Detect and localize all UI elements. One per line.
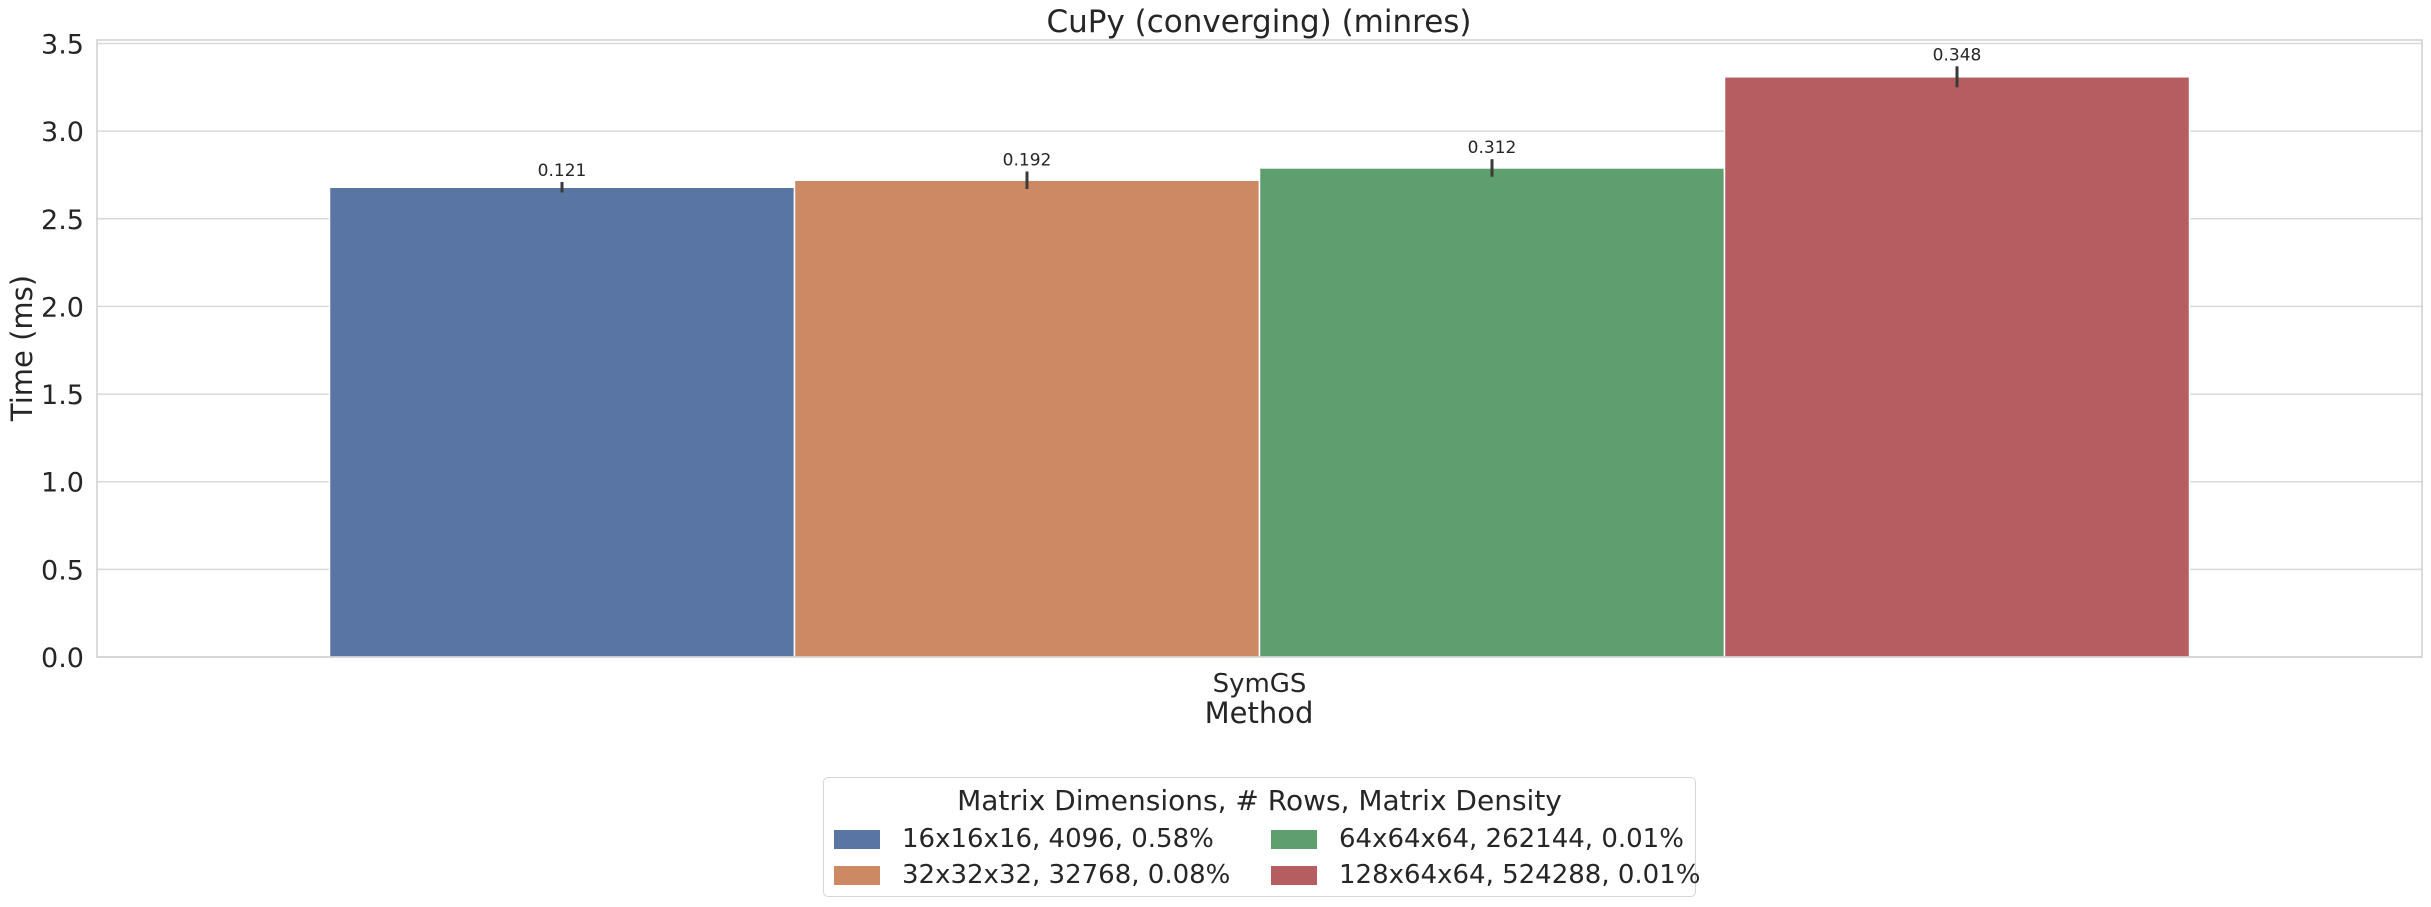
legend-title: Matrix Dimensions, # Rows, Matrix Densit… [957,784,1562,817]
x-tick-label: SymGS [1213,669,1307,699]
chart-title: CuPy (converging) (minres) [1046,4,1471,40]
y-axis-label: Time (ms) [5,275,39,422]
legend-item: 32x32x32, 32768, 0.08% [834,858,1230,892]
legend-label: 32x32x32, 32768, 0.08% [902,860,1231,890]
legend-item: 16x16x16, 4096, 0.58% [834,822,1214,856]
bars [328,76,2191,658]
legend-label: 128x64x64, 524288, 0.01% [1339,860,1701,890]
y-tick-label: 2.0 [41,292,84,323]
y-tick-label: 2.5 [41,205,84,236]
legend-swatch [834,829,880,849]
bar [793,179,1261,658]
plot-frame [96,39,2423,658]
bar [1258,167,1726,658]
y-tick-label: 0.0 [41,643,84,674]
legend-label: 64x64x64, 262144, 0.01% [1339,824,1684,854]
data-label: 0.312 [1468,138,1517,158]
y-tick-label: 0.5 [41,555,84,586]
data-labels: 0.121 0.192 0.312 0.348 [538,45,1982,181]
legend-item: 64x64x64, 262144, 0.01% [1271,822,1684,856]
y-tick-labels: 0.0 0.5 1.0 1.5 2.0 2.5 3.0 3.5 [41,30,84,674]
legend-swatch [1271,865,1317,885]
bar [328,186,796,658]
legend-label: 16x16x16, 4096, 0.58% [902,824,1214,854]
x-axis-label: Method [1205,696,1314,730]
data-label: 0.348 [1933,45,1982,65]
y-tick-label: 1.0 [41,468,84,499]
legend-swatch [834,865,880,885]
bar [1723,76,2191,658]
legend-swatch [1271,829,1317,849]
legend-item: 128x64x64, 524288, 0.01% [1271,858,1700,892]
data-label: 0.121 [538,161,587,181]
error-bars [560,66,1959,193]
y-tick-label: 3.5 [41,30,84,61]
data-label: 0.192 [1003,150,1052,170]
legend: Matrix Dimensions, # Rows, Matrix Densit… [823,777,1700,897]
x-tick-labels: SymGS [1213,669,1307,699]
y-tick-label: 1.5 [41,380,84,411]
y-tick-label: 3.0 [41,117,84,148]
